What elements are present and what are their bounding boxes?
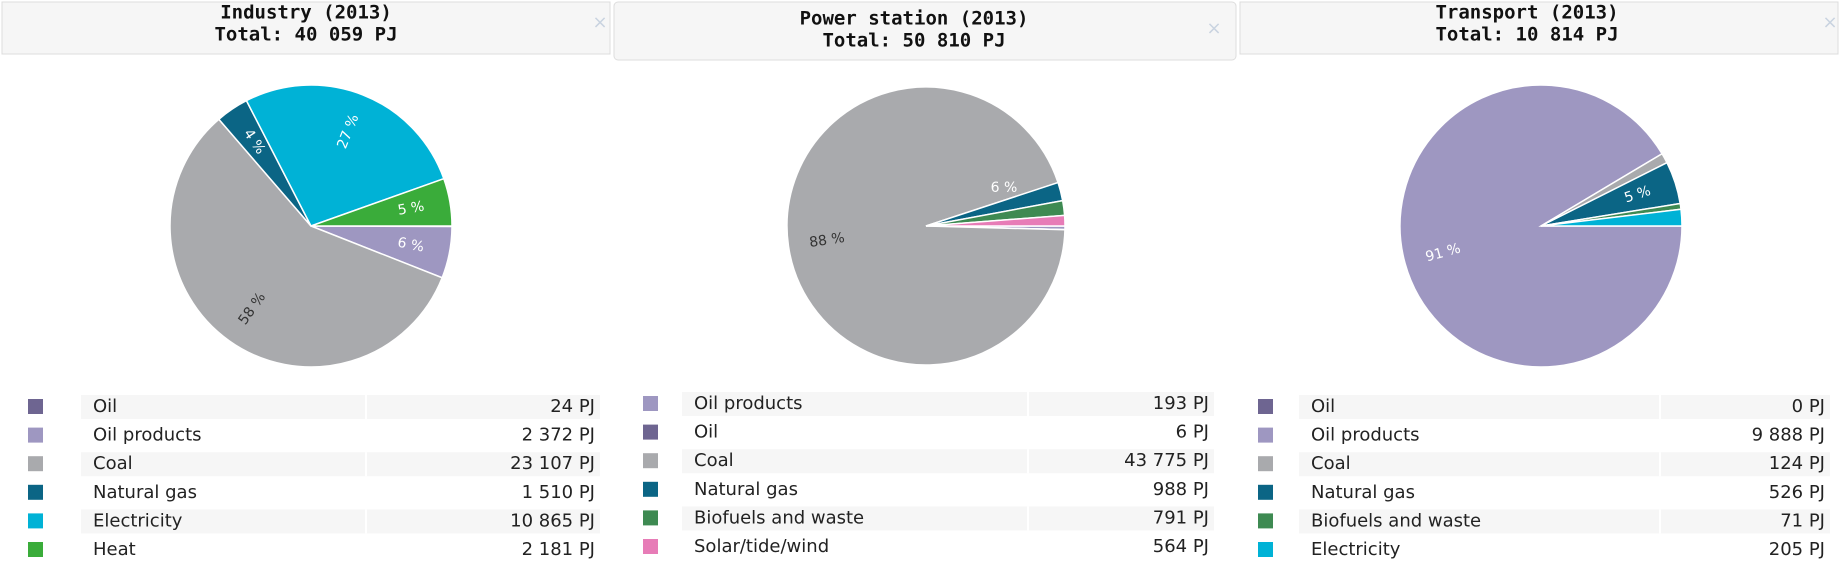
chart-subtitle: Total: 10 814 PJ (1435, 24, 1618, 46)
value-label: 2 181 PJ (522, 539, 595, 560)
value-label: 526 PJ (1769, 482, 1825, 503)
value-label: 10 865 PJ (510, 510, 595, 531)
legend-label: Oil products (694, 393, 803, 414)
value-label: 43 775 PJ (1124, 450, 1209, 471)
percent-label: 6 % (396, 235, 425, 256)
legend-swatch (28, 513, 43, 529)
chart-subtitle: Total: 40 059 PJ (214, 24, 397, 46)
chart-title: Power station (2013) (800, 8, 1029, 30)
legend-label: Oil (694, 422, 718, 443)
row-background (682, 506, 1214, 531)
legend-label: Solar/tide/wind (694, 536, 829, 557)
chart-title: Industry (2013) (220, 2, 392, 24)
row-background (1299, 423, 1830, 448)
legend-label: Oil (93, 396, 117, 417)
value-label: 564 PJ (1153, 536, 1209, 557)
legend-swatch (1258, 542, 1273, 557)
percent-label: 88 % (808, 230, 846, 251)
value-label: 71 PJ (1780, 510, 1825, 531)
row-background (682, 420, 1214, 445)
legend-swatch (1258, 427, 1273, 443)
row-background (1299, 395, 1830, 419)
legend-label: Biofuels and waste (694, 507, 864, 528)
legend-swatch (28, 427, 43, 443)
legend-swatch (1258, 513, 1273, 529)
legend-label: Natural gas (93, 482, 197, 503)
percent-label: 5 % (1622, 183, 1652, 206)
legend-swatch (28, 484, 43, 500)
legend-swatch (643, 396, 658, 411)
row-background (682, 449, 1214, 474)
legend-swatch (643, 481, 658, 497)
legend-label: Coal (1311, 453, 1351, 474)
legend-swatch (1258, 484, 1273, 500)
value-label: 1 510 PJ (522, 482, 595, 503)
value-label: 124 PJ (1769, 453, 1825, 474)
value-label: 205 PJ (1769, 539, 1825, 560)
legend-swatch (1258, 399, 1273, 414)
close-button[interactable]: × (1206, 18, 1221, 39)
legend-label: Oil (1311, 396, 1335, 417)
legend-swatch (643, 539, 658, 554)
value-label: 23 107 PJ (510, 453, 595, 474)
header-bar (613, 1, 1237, 61)
legend-label: Natural gas (1311, 482, 1415, 503)
pie-slice (169, 118, 444, 368)
legend-swatch (643, 424, 658, 440)
legend-label: Coal (93, 453, 133, 474)
legend-swatch (643, 453, 658, 469)
close-button[interactable]: × (1822, 12, 1837, 33)
legend-swatch (28, 542, 43, 557)
row-background (682, 535, 1214, 559)
legend-label: Electricity (1311, 539, 1401, 560)
row-background (1299, 452, 1830, 477)
row-background (682, 392, 1214, 416)
legend-swatch (28, 399, 43, 414)
row-background (81, 452, 600, 477)
legend-label: Electricity (93, 510, 183, 531)
pie-slice (245, 84, 445, 227)
value-label: 9 888 PJ (1752, 425, 1825, 446)
pie-slice (925, 214, 1066, 227)
header-bar (1239, 1, 1839, 55)
value-label: 2 372 PJ (522, 425, 595, 446)
legend-swatch (643, 510, 658, 526)
value-label: 988 PJ (1153, 479, 1209, 500)
headers: × × × (1, 1, 1839, 61)
value-label: 24 PJ (550, 396, 595, 417)
value-label: 0 PJ (1792, 396, 1825, 417)
row-background (682, 477, 1214, 502)
value-label: 193 PJ (1153, 393, 1209, 414)
row-background (81, 395, 600, 419)
row-background (81, 509, 600, 534)
legend-label: Oil products (1311, 425, 1420, 446)
row-background (1299, 480, 1830, 505)
legend-swatch (1258, 456, 1273, 472)
legend-label: Coal (694, 450, 734, 471)
row-background (1299, 538, 1830, 562)
value-label: 6 PJ (1176, 422, 1209, 443)
legend-label: Biofuels and waste (1311, 510, 1481, 531)
header-bar (1, 1, 611, 55)
percent-label: 6 % (991, 180, 1018, 196)
chart-title: Transport (2013) (1435, 2, 1618, 24)
row-background (1299, 509, 1830, 534)
row-background (81, 423, 600, 448)
pie-slice (1540, 208, 1683, 227)
close-button[interactable]: × (592, 12, 607, 33)
legend-label: Heat (93, 539, 136, 560)
value-label: 791 PJ (1153, 507, 1209, 528)
legend-label: Natural gas (694, 479, 798, 500)
chart-subtitle: Total: 50 810 PJ (822, 30, 1005, 52)
row-background (81, 480, 600, 505)
legend-swatch (28, 456, 43, 472)
percent-label: 5 % (397, 199, 426, 219)
row-background (81, 538, 600, 562)
pie-slice (310, 177, 453, 227)
legend-label: Oil products (93, 425, 202, 446)
